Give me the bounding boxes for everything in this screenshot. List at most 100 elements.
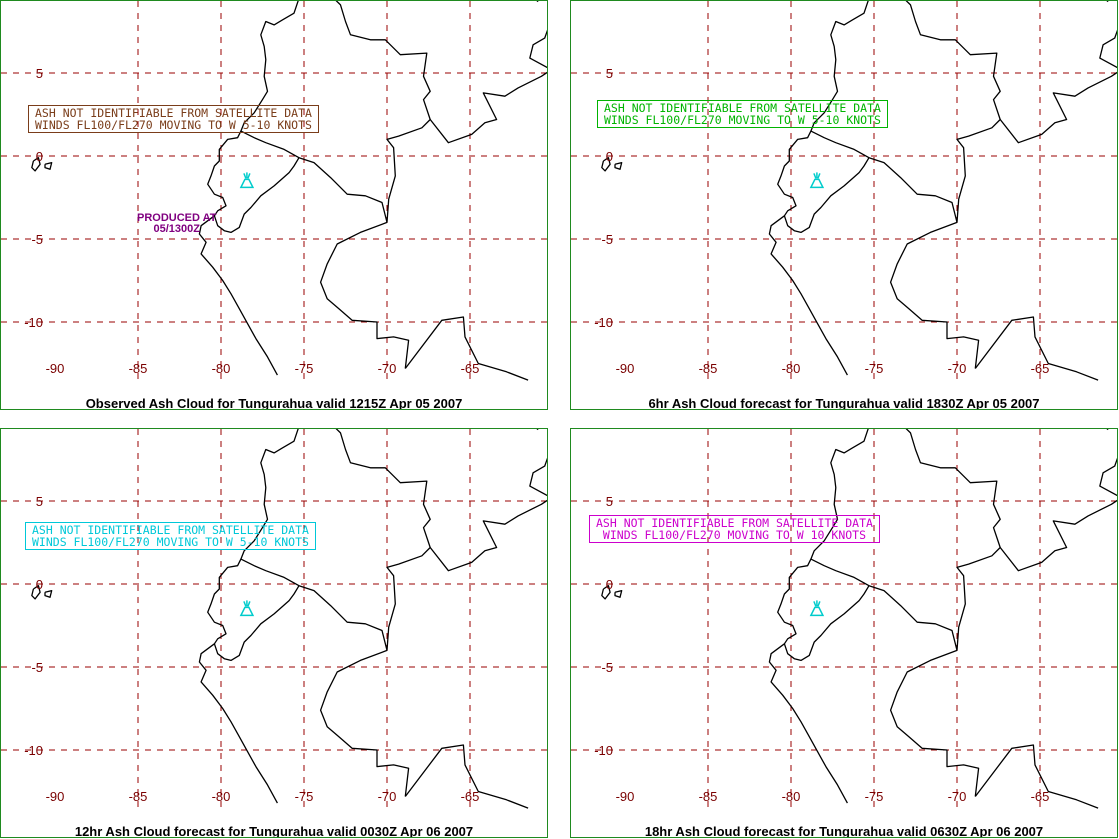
peru-brazil-border — [319, 221, 410, 369]
map-panel-observed: 5 0 -5 -10 -90 -85 -80 -75 -70 -65 ASH NOT IDENTI… — [0, 0, 548, 410]
galapagos-island — [44, 161, 53, 170]
lat-tick-label: -5 — [31, 660, 43, 675]
lat-tick-label: -5 — [31, 232, 43, 247]
lon-tick-label: -65 — [461, 361, 480, 376]
coastline-west — [198, 429, 299, 804]
galapagos-island — [601, 157, 611, 172]
lon-tick-label: -90 — [616, 361, 635, 376]
map-panel-18hr: 5 0 -5 -10 -90 -85 -80 -75 -70 -65 ASH NOT IDENTI… — [570, 428, 1118, 838]
lat-tick-label: 0 — [36, 577, 43, 592]
advisory-box: ASH NOT IDENTIFIABLE FROM SATELLITE DATA… — [25, 522, 316, 550]
lon-tick-label: -75 — [295, 789, 314, 804]
map-panel-6hr: 5 0 -5 -10 -90 -85 -80 -75 -70 -65 ASH NOT IDENTI… — [570, 0, 1118, 410]
colombia-peru-border — [868, 585, 958, 651]
lon-tick-label: -85 — [129, 361, 148, 376]
colombia-brazil-border — [335, 429, 431, 651]
galapagos-island — [601, 585, 611, 600]
colombia-peru-border — [868, 157, 958, 223]
advisory-line-2: WINDS FL100/FL270 MOVING TO W 10 KNOTS — [602, 528, 867, 542]
lat-tick-label: -5 — [601, 232, 613, 247]
colombia-peru-border — [298, 157, 388, 223]
lon-tick-label: -65 — [1031, 361, 1050, 376]
lat-tick-label: 0 — [606, 577, 613, 592]
advisory-line-1: ASH NOT IDENTIFIABLE FROM SATELLITE DATA — [604, 101, 881, 115]
advisory-line-2: WINDS FL100/FL270 MOVING TO W 5-10 KNOTS — [32, 535, 309, 549]
galapagos-island — [31, 585, 41, 600]
panel-caption: 6hr Ash Cloud forecast for Tungurahua va… — [648, 396, 1040, 410]
coastline-west — [768, 429, 869, 804]
peru-brazil-border — [889, 221, 980, 369]
lat-tick-label: -10 — [594, 315, 613, 330]
galapagos-island — [614, 161, 623, 170]
lon-tick-label: -80 — [782, 361, 801, 376]
lon-tick-label: -90 — [46, 789, 65, 804]
lat-tick-label: 5 — [606, 494, 613, 509]
lon-tick-label: -75 — [295, 361, 314, 376]
produced-line-1: PRODUCED AT — [137, 212, 217, 224]
volcano-icon — [239, 172, 255, 189]
lat-tick-label: -10 — [24, 743, 43, 758]
lon-tick-label: -85 — [129, 789, 148, 804]
advisory-line-1: ASH NOT IDENTIFIABLE FROM SATELLITE DATA — [35, 106, 312, 120]
colombia-peru-border — [298, 585, 388, 651]
lon-tick-label: -75 — [865, 361, 884, 376]
venezuela-brazil-border — [999, 29, 1117, 144]
galapagos-island — [614, 589, 623, 598]
map-canvas: 5 0 -5 -10 -90 -85 -80 -75 -70 -65 — [571, 1, 1117, 381]
colombia-brazil-border — [905, 1, 1001, 223]
volcano-icon — [809, 600, 825, 617]
map-canvas: 5 0 -5 -10 -90 -85 -80 -75 -70 -65 — [1, 429, 547, 809]
lat-tick-label: 5 — [606, 66, 613, 81]
colombia-brazil-border — [905, 429, 1001, 651]
lon-tick-label: -70 — [378, 361, 397, 376]
venezuela-brazil-border — [429, 29, 547, 144]
lon-tick-label: -85 — [699, 361, 718, 376]
advisory-line-2: WINDS FL100/FL270 MOVING TO W 5-10 KNOTS — [604, 113, 881, 127]
lat-tick-label: 5 — [36, 66, 43, 81]
panel-caption: 12hr Ash Cloud forecast for Tungurahua v… — [74, 824, 474, 838]
lat-tick-label: 5 — [36, 494, 43, 509]
galapagos-island — [31, 157, 41, 172]
peru-brazil-border — [319, 649, 410, 797]
lon-tick-label: -70 — [948, 361, 967, 376]
peru-brazil-border — [889, 649, 980, 797]
advisory-box: ASH NOT IDENTIFIABLE FROM SATELLITE DATA… — [28, 105, 319, 133]
brazil-bolivia-border — [974, 744, 1099, 809]
panel-caption: Observed Ash Cloud for Tungurahua valid … — [85, 396, 463, 410]
ecuador-border — [213, 130, 300, 234]
lon-tick-label: -80 — [212, 789, 231, 804]
coastline-west — [768, 1, 869, 376]
advisory-line-2: WINDS FL100/FL270 MOVING TO W 5-10 KNOTS — [35, 118, 312, 132]
lat-tick-label: -5 — [601, 660, 613, 675]
map-panel-12hr: 5 0 -5 -10 -90 -85 -80 -75 -70 -65 ASH NOT IDENTI… — [0, 428, 548, 838]
map-canvas: 5 0 -5 -10 -90 -85 -80 -75 -70 -65 — [571, 429, 1117, 809]
lon-tick-label: -65 — [461, 789, 480, 804]
advisory-line-1: ASH NOT IDENTIFIABLE FROM SATELLITE DATA — [32, 523, 309, 537]
brazil-bolivia-border — [404, 316, 529, 381]
advisory-line-1: ASH NOT IDENTIFIABLE FROM SATELLITE DATA — [596, 516, 873, 530]
lon-tick-label: -75 — [865, 789, 884, 804]
brazil-bolivia-border — [974, 316, 1099, 381]
venezuela-brazil-border — [429, 457, 547, 572]
lon-tick-label: -80 — [212, 361, 231, 376]
lon-tick-label: -65 — [1031, 789, 1050, 804]
panel-caption: 18hr Ash Cloud forecast for Tungurahua v… — [644, 824, 1044, 838]
colombia-brazil-border — [335, 1, 431, 223]
produced-label: PRODUCED AT 05/1300Z — [137, 213, 216, 235]
brazil-bolivia-border — [404, 744, 529, 809]
galapagos-island — [44, 589, 53, 598]
coastline-west — [198, 1, 299, 376]
volcano-icon — [239, 600, 255, 617]
lon-tick-label: -85 — [699, 789, 718, 804]
lon-tick-label: -90 — [46, 361, 65, 376]
lat-tick-label: 0 — [36, 149, 43, 164]
map-canvas: 5 0 -5 -10 -90 -85 -80 -75 -70 -65 — [1, 1, 547, 381]
venezuela-brazil-border — [999, 457, 1117, 572]
lat-tick-label: -10 — [24, 315, 43, 330]
advisory-box: ASH NOT IDENTIFIABLE FROM SATELLITE DATA… — [589, 515, 880, 543]
lon-tick-label: -90 — [616, 789, 635, 804]
ecuador-border — [783, 558, 870, 662]
lat-tick-label: -10 — [594, 743, 613, 758]
lon-tick-label: -70 — [378, 789, 397, 804]
lat-tick-label: 0 — [606, 149, 613, 164]
